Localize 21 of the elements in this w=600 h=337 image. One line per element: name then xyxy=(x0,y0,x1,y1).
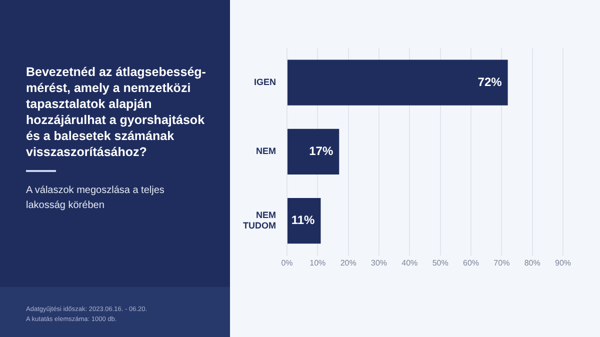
data-label: 17% xyxy=(309,144,334,158)
text: A válaszok megoszlása a teljes lakosság körében xyxy=(26,184,166,213)
x-tick-label: 10% xyxy=(310,258,326,268)
y-tick-label: NEM xyxy=(256,146,276,156)
data-label: 11% xyxy=(291,213,316,228)
bar xyxy=(287,60,508,106)
x-tick-label: 70% xyxy=(494,258,510,268)
x-tick-label: 80% xyxy=(524,258,540,268)
data-label: 72% xyxy=(478,74,502,89)
bar xyxy=(287,128,340,175)
bar xyxy=(287,198,321,244)
x-tick-label: 60% xyxy=(462,258,480,268)
x-tick-label: 50% xyxy=(432,258,448,268)
y-tick-label: NEM TUDOM xyxy=(242,210,276,231)
x-tick-label: 0% xyxy=(281,258,293,268)
text: Bevezetnéd az átlagsebesség-mérést, amely a nemzetközi tapasztalatok alapján hozzájárulhat a gyorshajtások és a balesetek számának visszaszorításához? xyxy=(26,64,207,160)
y-tick-label: IGEN xyxy=(254,77,276,88)
x-tick-label: 40% xyxy=(402,258,418,268)
x-tick-label: 30% xyxy=(370,258,388,268)
x-tick-label: 20% xyxy=(340,258,356,268)
x-tick-label: 90% xyxy=(554,258,572,268)
